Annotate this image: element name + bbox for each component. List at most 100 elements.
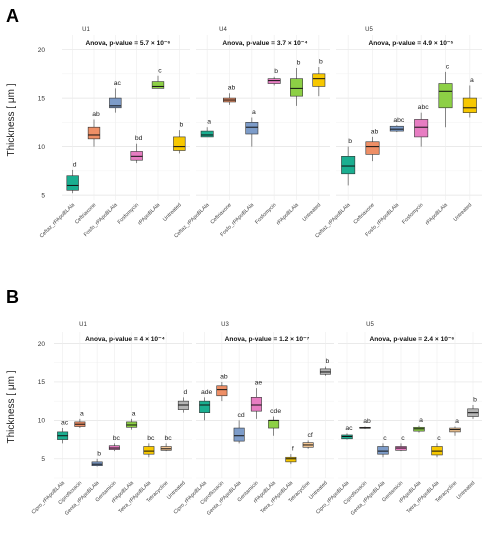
significance-letter: ab: [228, 85, 236, 92]
box-body: [200, 130, 214, 138]
x-tick-label: Tetra_rPApoBLAla: [406, 480, 441, 515]
box-body: [285, 456, 297, 463]
facet-background: [54, 332, 192, 478]
significance-letter: bc: [147, 435, 155, 442]
significance-letter: c: [158, 67, 162, 74]
x-tick-label: Ceftaz_rPApoBLAla: [39, 202, 76, 239]
significance-letter: b: [473, 397, 477, 404]
significance-letter: a: [207, 119, 211, 126]
x-tick-label: Untreated: [456, 480, 477, 501]
x-tick-label: rPApoBLAla: [137, 202, 161, 226]
x-tick-label: Fosfomycin: [254, 202, 277, 225]
x-tick-label: Ceftriaxone: [210, 202, 233, 225]
box-body: [216, 385, 228, 397]
significance-letter: bc: [113, 435, 121, 442]
box-body: [66, 175, 79, 191]
box-body: [341, 156, 356, 175]
x-tick-label: Untreated: [166, 480, 187, 501]
box-body: [377, 446, 389, 455]
x-tick-label: rPApoBLAla: [276, 202, 300, 226]
box-body: [290, 78, 303, 97]
significance-letter: ac: [114, 80, 122, 87]
significance-letter: c: [383, 435, 387, 442]
panel-letter: A: [6, 6, 19, 26]
anova-label: Anova, p-value = 3.7 × 10⁻⁴: [222, 40, 307, 47]
significance-letter: b: [297, 60, 301, 67]
significance-letter: ab: [363, 418, 371, 425]
anova-label: Anova, p-value = 5.7 × 10⁻⁶: [86, 40, 171, 47]
significance-letter: ab: [92, 111, 100, 118]
box-body: [268, 420, 280, 429]
significance-letter: a: [470, 77, 474, 84]
facet-title: U3: [221, 322, 229, 328]
facet-u1: U1 Anova, p-value = 5.7 × 10⁻⁶ d Ceftaz_rPA…: [39, 27, 190, 239]
significance-letter: b: [319, 59, 323, 66]
facet-title: U5: [366, 322, 374, 328]
box-body: [462, 97, 477, 113]
significance-letter: abc: [393, 117, 405, 124]
facet-background: [336, 35, 482, 200]
x-tick-label: Untreated: [162, 202, 183, 223]
significance-letter: c: [401, 435, 405, 442]
facet-background: [338, 332, 482, 478]
box-ceftaz-rpapoblala: d Ceftaz_rPApoBLAla: [39, 161, 79, 239]
x-tick-label: Fosfomycin: [401, 202, 424, 225]
significance-letter: bd: [135, 135, 143, 142]
facet-background: [196, 35, 330, 200]
significance-letter: cd: [238, 412, 245, 419]
significance-letter: bc: [165, 435, 173, 442]
box-body: [143, 446, 155, 455]
facet-title: U4: [219, 27, 227, 33]
box-body: [199, 400, 211, 413]
y-tick-label: 20: [38, 47, 46, 54]
facet-background: [62, 35, 190, 200]
anova-label: Anova, p-value = 2.4 × 10⁻⁶: [370, 336, 455, 343]
significance-letter: b: [97, 450, 101, 457]
y-axis-title: Thickness [ μm ]: [6, 83, 17, 156]
significance-letter: ae: [255, 380, 263, 387]
box-body: [87, 126, 101, 140]
y-tick-label: 15: [38, 379, 46, 386]
significance-letter: b: [179, 122, 183, 129]
box-body: [312, 73, 326, 87]
y-tick-label: 20: [38, 341, 46, 348]
x-tick-label: rPApoBLAla: [425, 202, 449, 226]
facet-title: U1: [79, 322, 87, 328]
box-body: [438, 83, 453, 109]
anova-label: Anova, p-value = 1.2 × 10⁻⁷: [225, 336, 310, 343]
significance-letter: b: [348, 138, 352, 145]
significance-letter: cf: [307, 432, 312, 439]
facet-title: U5: [365, 27, 373, 33]
significance-letter: ac: [61, 420, 69, 427]
anova-label: Anova, p-value = 4 × 10⁻⁴: [85, 336, 165, 343]
significance-letter: ac: [345, 425, 353, 432]
y-axis-title: Thickness [ μm ]: [6, 370, 17, 443]
significance-letter: ab: [220, 373, 228, 380]
box-body: [151, 81, 165, 89]
significance-letter: c: [446, 63, 450, 70]
panel-b: B Thickness [ μm ] 5 10 15 20 U1 Anova, p-value…: [6, 287, 482, 517]
significance-letter: abc: [418, 104, 430, 111]
box-body: [233, 427, 245, 442]
significance-letter: b: [325, 358, 329, 365]
box-body: [109, 97, 122, 109]
significance-letter: a: [80, 410, 84, 417]
box-body: [250, 397, 262, 412]
significance-letter: a: [455, 418, 459, 425]
y-tick-label: 10: [38, 418, 46, 425]
box-body: [365, 141, 380, 155]
significance-letter: c: [437, 435, 441, 442]
significance-letter: a: [419, 417, 423, 424]
x-tick-label: Untreated: [302, 202, 323, 223]
panel-letter: B: [6, 287, 19, 307]
significance-letter: ade: [201, 389, 213, 396]
box-body: [414, 119, 429, 138]
significance-letter: b: [274, 68, 278, 75]
significance-letter: d: [183, 389, 187, 396]
panel-a: A Thickness [ μm ] 5 10 15 20 U1 Anova, p-value…: [6, 6, 482, 239]
x-tick-label: Untreated: [308, 480, 329, 501]
